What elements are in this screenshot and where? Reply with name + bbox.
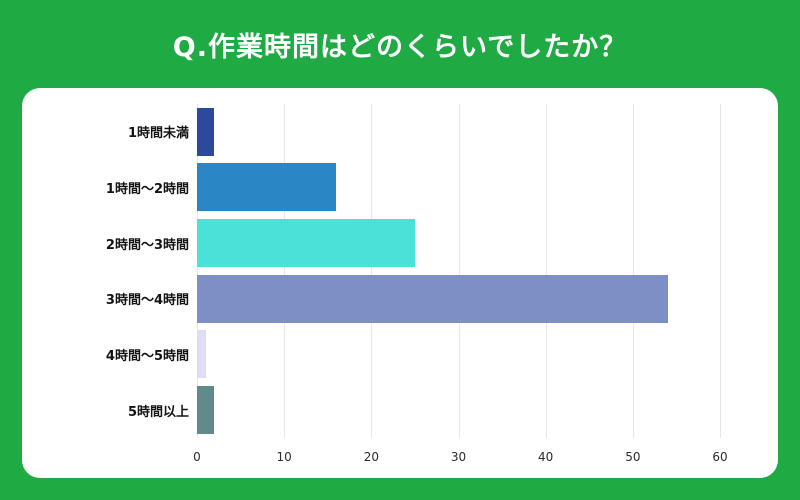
x-tick-label: 30 <box>450 450 467 464</box>
gridline <box>197 104 198 438</box>
bar-track <box>197 163 720 212</box>
bar-track <box>197 274 720 323</box>
bar-track <box>197 330 720 379</box>
bar-track <box>197 219 720 268</box>
gridline <box>371 104 373 438</box>
gridline <box>458 104 460 438</box>
category-label: 1時間〜2時間 <box>105 181 189 197</box>
bar <box>197 219 415 268</box>
bar <box>197 274 668 323</box>
x-axis: 0 10 20 30 40 50 60 <box>193 440 727 468</box>
bar-track <box>197 386 720 435</box>
gridline-layer <box>197 104 721 438</box>
chart-rows: 1時間未満 1時間〜2時間 2時間〜3時間 3時間〜4時間 4時間〜5時間 5時間以上 <box>22 104 720 438</box>
x-tick-label: 40 <box>538 450 554 464</box>
category-label: 4時間〜5時間 <box>105 348 189 364</box>
x-tick-label: 20 <box>363 450 379 464</box>
gridline <box>720 104 721 438</box>
x-tick-label: 0 <box>193 450 201 464</box>
bar <box>197 386 215 435</box>
bar-track <box>197 107 720 156</box>
x-tick-label: 50 <box>625 450 641 464</box>
chart-row: 1時間〜2時間 <box>22 163 720 212</box>
chart-row: 3時間〜4時間 <box>22 274 720 323</box>
gridline <box>284 104 286 438</box>
x-tick-label: 10 <box>276 450 292 464</box>
chart-row: 4時間〜5時間 <box>22 330 720 379</box>
bar <box>197 330 206 379</box>
category-label: 3時間〜4時間 <box>105 293 189 309</box>
x-tick-label: 60 <box>712 450 728 464</box>
chart-row: 1時間未満 <box>22 107 720 156</box>
chart-row: 2時間〜3時間 <box>22 219 720 268</box>
bar <box>197 163 337 212</box>
chart-row: 5時間以上 <box>22 386 720 435</box>
category-label: 1時間未満 <box>127 126 189 142</box>
gridline <box>632 104 634 438</box>
page-title: Q.作業時間はどのくらいでしたか？ <box>172 31 628 63</box>
header: Q.作業時間はどのくらいでしたか？ <box>0 0 800 88</box>
category-label: 5時間以上 <box>127 404 189 420</box>
category-label: 2時間〜3時間 <box>105 237 189 253</box>
bar-chart: 1時間未満 1時間〜2時間 2時間〜3時間 3時間〜4時間 4時間〜5時間 5時間以上 0… <box>22 104 728 468</box>
bar <box>197 107 215 156</box>
chart-card: 1時間未満 1時間〜2時間 2時間〜3時間 3時間〜4時間 4時間〜5時間 5時間以上 0… <box>22 88 778 478</box>
gridline <box>545 104 547 438</box>
